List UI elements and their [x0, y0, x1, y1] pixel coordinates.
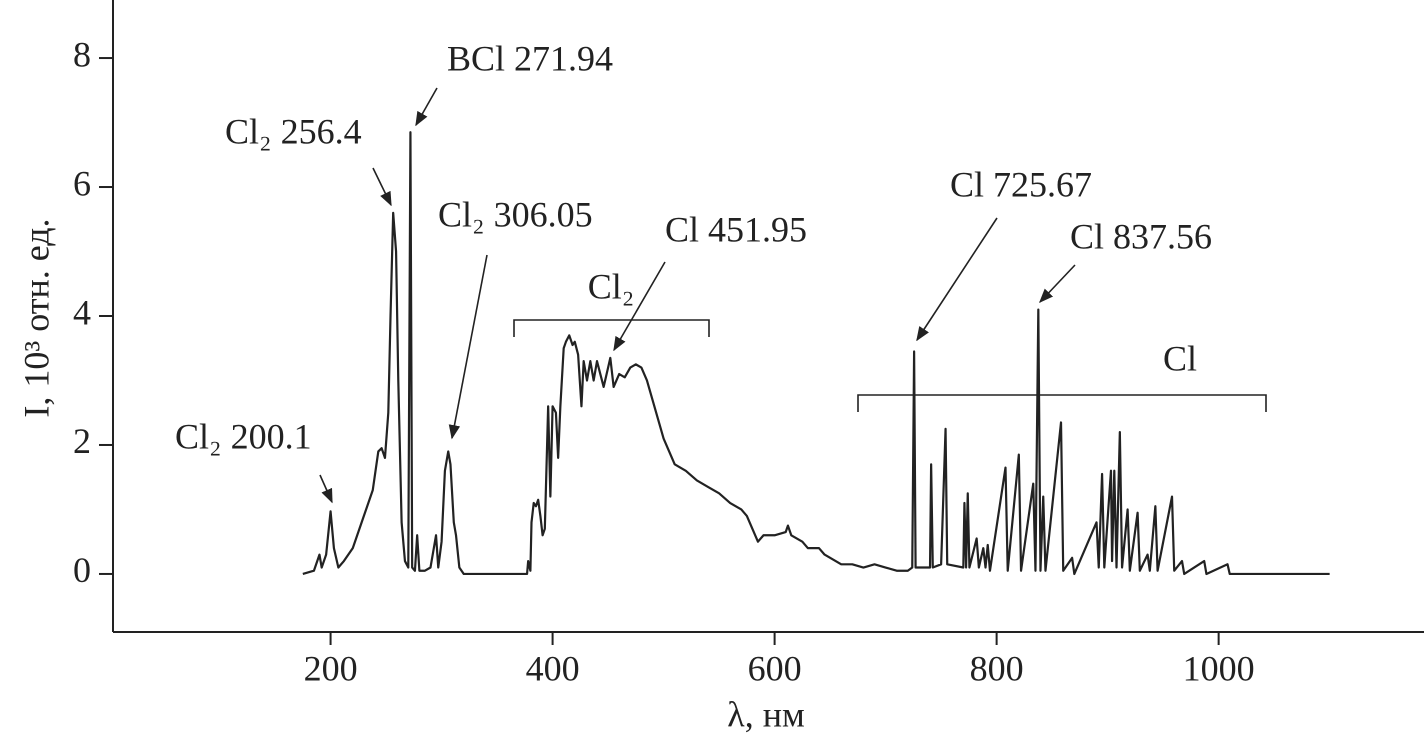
annotation: Cl₂ 256.4 [225, 111, 362, 151]
x-axis-label: λ, нм [727, 694, 805, 734]
bracket-label: Cl [1163, 338, 1197, 378]
annotation-arrow [613, 261, 666, 352]
annotation: Cl 451.95 [665, 209, 807, 249]
y-tick-label: 4 [73, 292, 91, 332]
y-tick-label: 2 [73, 421, 91, 461]
y-axis-label: I, 10³ отн. ед. [16, 218, 56, 417]
x-tick-label: 200 [304, 648, 358, 688]
y-tick-label: 6 [73, 163, 91, 203]
spectrum-line [302, 131, 1330, 576]
bracket [857, 394, 1267, 412]
annotation-arrow [448, 254, 488, 440]
annotation: Cl 837.56 [1070, 216, 1212, 256]
annotation-arrow [916, 217, 998, 342]
x-tick-label: 800 [970, 648, 1024, 688]
annotation: BCl 271.94 [447, 38, 613, 78]
annotation: Cl₂ 306.05 [438, 194, 593, 234]
x-tick-label: 1000 [1183, 648, 1255, 688]
annotation-arrow [319, 474, 333, 504]
bracket [513, 319, 710, 337]
annotation-arrow [1039, 264, 1076, 304]
annotation-arrow [372, 167, 392, 207]
annotation: Cl 725.67 [950, 164, 1092, 204]
x-tick-label: 400 [526, 648, 580, 688]
x-tick-label: 600 [748, 648, 802, 688]
bracket-label: Cl₂ [588, 266, 635, 306]
y-tick-label: 8 [73, 34, 91, 74]
annotation: Cl₂ 200.1 [175, 416, 312, 456]
y-tick-label: 0 [73, 550, 91, 590]
annotation-arrow [415, 87, 438, 127]
